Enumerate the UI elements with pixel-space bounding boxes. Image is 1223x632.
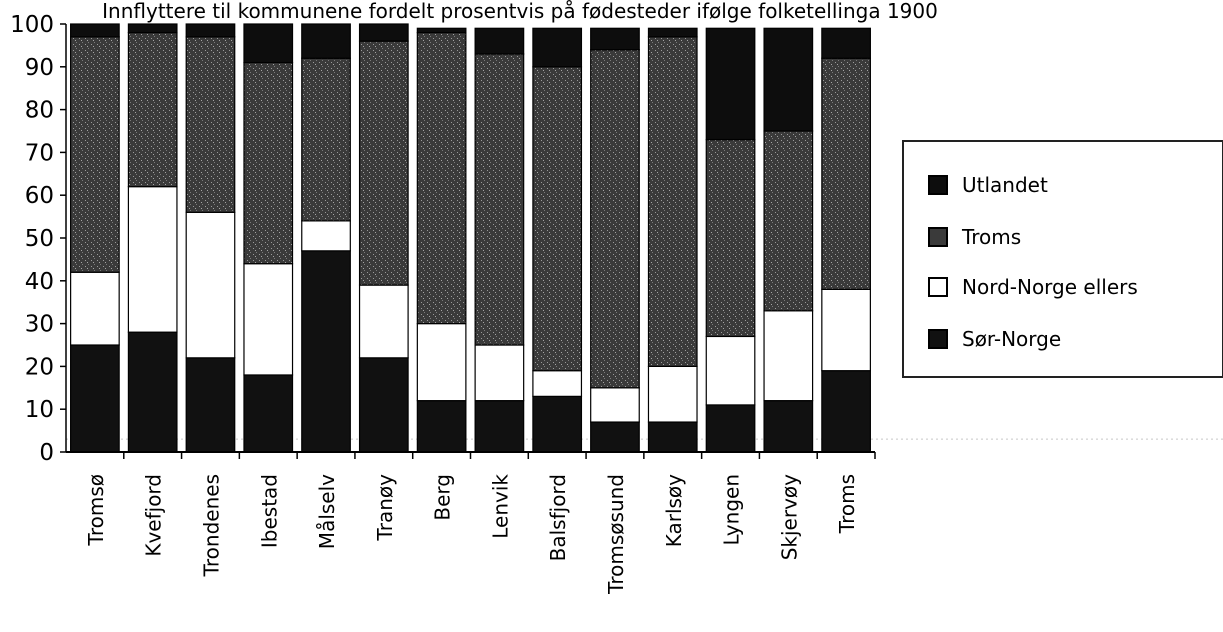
bar-segment-nord-norge-ellers-13: [763, 310, 814, 402]
y-tick-label: 20: [25, 354, 54, 380]
bar-segment-sor-norge-13: [763, 400, 814, 453]
bar-segment-sor-norge-3: [185, 357, 236, 453]
bar-segment-sor-norge-12: [705, 404, 756, 453]
bar-segment-utlandet-14: [821, 27, 871, 59]
legend-label-troms: Troms: [962, 225, 1022, 249]
bar-segment-sor-norge-5: [301, 250, 351, 453]
legend-item-troms: Troms: [928, 222, 1021, 252]
x-tick-label: Trondenes: [199, 474, 223, 577]
bar-segment-utlandet-5: [301, 23, 351, 59]
legend-swatch-nord-norge-ellers: [928, 277, 948, 297]
bar-segment-troms-14: [821, 57, 871, 290]
legend-item-sor-norge: Sør-Norge: [928, 324, 1061, 354]
y-tick-label: 0: [39, 440, 54, 466]
bar-segment-nord-norge-ellers-1: [70, 271, 120, 346]
bar-segment-utlandet-4: [243, 23, 294, 64]
x-tick-label: Troms: [835, 474, 859, 534]
legend-label-sor-norge: Sør-Norge: [962, 327, 1062, 351]
x-tick-label: Tromsø: [84, 474, 108, 546]
bar-segment-troms-5: [301, 57, 351, 222]
bar-segment-utlandet-11: [647, 27, 698, 38]
legend-swatch-sor-norge: [928, 329, 948, 349]
bar-segment-troms-9: [532, 66, 583, 372]
x-tick-label: Tromsøsund: [604, 474, 628, 595]
bar-segment-troms-10: [590, 49, 640, 389]
y-tick-label: 40: [25, 269, 54, 295]
bar-segment-sor-norge-9: [532, 395, 583, 453]
bar-segment-utlandet-7: [416, 27, 467, 34]
bar-segment-sor-norge-2: [127, 331, 178, 453]
bar-segment-troms-7: [416, 31, 467, 325]
bar-segment-sor-norge-8: [474, 400, 525, 453]
legend-label-nord-norge-ellers: Nord-Norge ellers: [962, 275, 1138, 299]
y-tick-label: 80: [25, 98, 54, 124]
y-tick-label: 30: [25, 312, 54, 338]
chart-title: Innflyttere til kommunene fordelt prosen…: [102, 0, 938, 23]
bar-segment-sor-norge-11: [647, 421, 698, 453]
bar-segment-troms-13: [763, 130, 814, 312]
bar-segment-nord-norge-ellers-4: [243, 263, 294, 376]
bar-segment-troms-1: [70, 36, 120, 273]
bar-segment-utlandet-10: [590, 27, 640, 51]
bar-segment-sor-norge-1: [70, 344, 120, 453]
bar-segment-utlandet-8: [474, 27, 525, 55]
bar-segment-nord-norge-ellers-3: [185, 211, 236, 359]
x-tick-label: Karlsøy: [662, 474, 686, 547]
bar-segment-sor-norge-7: [416, 400, 467, 453]
x-tick-label: Tranøy: [373, 474, 397, 542]
bar-segment-utlandet-12: [705, 27, 756, 141]
x-tick-label: Ibestad: [257, 474, 281, 548]
bar-segment-sor-norge-14: [821, 370, 871, 453]
bar-segment-troms-4: [243, 61, 294, 265]
legend-swatch-utlandet: [928, 175, 948, 195]
bar-segment-nord-norge-ellers-12: [705, 335, 756, 406]
x-tick-label: Målselv: [315, 474, 339, 549]
bar-segment-nord-norge-ellers-2: [127, 186, 178, 333]
y-tick-label: 10: [25, 397, 54, 423]
bar-segment-nord-norge-ellers-14: [821, 288, 871, 372]
x-tick-label: Lyngen: [720, 474, 744, 546]
x-tick-label: Berg: [431, 474, 455, 521]
legend-label-utlandet: Utlandet: [962, 173, 1048, 197]
x-tick-label: Skjervøy: [777, 474, 801, 560]
x-tick-label: Lenvik: [488, 474, 512, 539]
chart-legend: Utlandet Troms Nord-Norge ellers Sør-Nor…: [902, 140, 1223, 378]
bar-segment-troms-2: [127, 31, 178, 188]
bar-segment-utlandet-6: [358, 23, 409, 42]
bar-segment-troms-6: [358, 40, 409, 286]
bar-segment-nord-norge-ellers-8: [474, 344, 525, 402]
bar-segment-sor-norge-4: [243, 374, 294, 453]
legend-item-nord-norge-ellers: Nord-Norge ellers: [928, 272, 1138, 302]
bar-segment-utlandet-2: [127, 23, 178, 34]
bar-segment-nord-norge-ellers-6: [358, 284, 409, 359]
y-tick-label: 70: [25, 140, 54, 166]
bar-segment-troms-8: [474, 53, 525, 346]
bar-segment-utlandet-13: [763, 27, 814, 132]
bar-segment-sor-norge-10: [590, 421, 640, 453]
x-tick-label: Balsfjord: [546, 474, 570, 561]
x-tick-label: Kvefjord: [142, 474, 166, 557]
bar-segment-sor-norge-6: [358, 357, 409, 453]
bar-segment-troms-12: [705, 138, 756, 338]
bar-segment-nord-norge-ellers-11: [647, 365, 698, 423]
bar-segment-nord-norge-ellers-5: [301, 220, 351, 252]
y-tick-label: 90: [25, 55, 54, 81]
y-tick-label: 50: [25, 226, 54, 252]
bar-segment-troms-11: [647, 36, 698, 367]
legend-item-utlandet: Utlandet: [928, 170, 1048, 200]
y-tick-label: 100: [10, 12, 54, 38]
bar-segment-troms-3: [185, 36, 236, 213]
y-tick-label: 60: [25, 183, 54, 209]
bar-segment-utlandet-9: [532, 27, 583, 68]
bar-segment-nord-norge-ellers-9: [532, 370, 583, 397]
bar-segment-utlandet-3: [185, 23, 236, 38]
legend-swatch-troms: [928, 227, 948, 247]
bar-segment-utlandet-1: [70, 23, 120, 38]
bar-segment-nord-norge-ellers-10: [590, 387, 640, 423]
bar-segment-nord-norge-ellers-7: [416, 323, 467, 402]
